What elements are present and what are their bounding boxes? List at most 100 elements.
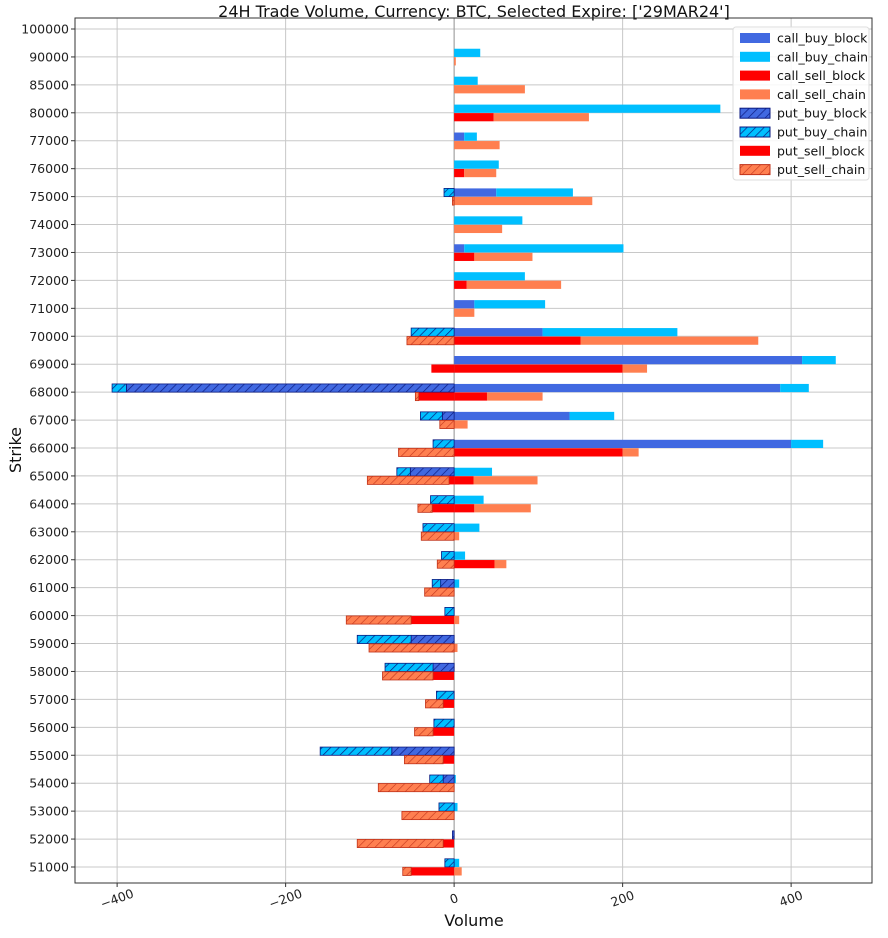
- y-tick-label: 67000: [29, 413, 69, 428]
- y-tick-label: 77000: [29, 133, 69, 148]
- bar-call-buy-chain: [542, 328, 678, 337]
- bar-call-sell-block: [454, 560, 495, 569]
- bar-hatch: [439, 420, 455, 429]
- bar-hatch: [410, 467, 455, 476]
- y-tick-label: 80000: [29, 105, 69, 120]
- bar-hatch: [401, 811, 455, 820]
- bar-call-sell-chain: [454, 141, 500, 150]
- bar-hatch: [385, 663, 434, 672]
- bar-hatch: [443, 775, 455, 784]
- legend-label: put_buy_block: [777, 106, 867, 121]
- legend-label: call_buy_block: [777, 31, 868, 46]
- bar-call-buy-block: [454, 411, 570, 421]
- plot-frame: [74, 17, 873, 884]
- bar-call-sell-chain: [454, 867, 462, 876]
- bar-call-buy-chain: [802, 356, 836, 365]
- bar-hatch: [378, 783, 455, 792]
- bar-hatch: [357, 839, 444, 848]
- bar-hatch: [442, 411, 455, 421]
- legend-label: call_buy_chain: [777, 49, 868, 64]
- bar-call-buy-chain: [454, 216, 523, 225]
- bar-put-sell-block: [443, 699, 455, 708]
- legend-label: call_sell_block: [777, 68, 866, 83]
- bar-call-buy-chain: [454, 160, 499, 169]
- legend-swatch-hatch: [740, 164, 770, 175]
- bar-call-sell-block: [454, 252, 475, 261]
- bar-hatch: [398, 448, 455, 457]
- x-tick-label: 0: [448, 890, 461, 907]
- bar-call-buy-block: [454, 439, 792, 448]
- bar-call-buy-chain: [780, 383, 809, 393]
- bar-put-sell-block: [443, 755, 455, 764]
- y-tick-label: 68000: [29, 385, 69, 400]
- bar-hatch: [414, 727, 434, 736]
- y-tick-label: 76000: [29, 161, 69, 176]
- bar-call-buy-block: [454, 328, 543, 337]
- y-tick-label: 60000: [29, 608, 69, 623]
- bar-call-buy-chain: [464, 132, 477, 141]
- bar-hatch: [382, 671, 434, 680]
- legend: call_buy_block call_buy_chain call_sell_bl…: [732, 26, 870, 181]
- bar-hatch: [438, 802, 455, 812]
- bar-put-sell-block: [449, 476, 455, 485]
- bar-hatch: [422, 523, 455, 532]
- bar-hatch: [436, 691, 455, 700]
- bar-hatch: [432, 579, 441, 588]
- bar-hatch: [417, 504, 433, 513]
- bar-hatch: [112, 383, 127, 393]
- bar-call-buy-chain: [454, 48, 481, 57]
- x-tick-label: 200: [609, 887, 637, 909]
- bar-hatch: [440, 579, 455, 588]
- bar-call-sell-chain: [454, 532, 460, 541]
- bar-hatch: [444, 607, 455, 616]
- y-tick-label: 66000: [29, 441, 69, 456]
- bar-call-sell-chain: [454, 420, 468, 429]
- bar-hatch: [415, 392, 419, 401]
- bar-call-buy-chain: [569, 411, 615, 421]
- legend-label: put_sell_block: [777, 143, 865, 158]
- bar-hatch: [367, 476, 450, 485]
- bar-call-buy-chain: [454, 495, 484, 504]
- bar-call-sell-block: [454, 448, 623, 457]
- bar-put-sell-block: [418, 392, 455, 401]
- y-tick-label: 70000: [29, 329, 69, 344]
- y-tick-label: 90000: [29, 49, 69, 64]
- legend-label: put_buy_chain: [777, 125, 867, 140]
- y-tick-label: 55000: [29, 748, 69, 763]
- bar-call-sell-block: [454, 168, 465, 178]
- y-tick-label: 75000: [29, 189, 69, 204]
- bar-put-sell-block: [411, 867, 455, 876]
- bar-call-buy-chain: [454, 76, 478, 85]
- bar-hatch: [433, 719, 455, 728]
- legend-swatch-hatch: [740, 108, 770, 119]
- bar-hatch: [441, 551, 455, 560]
- y-tick-label: 53000: [29, 804, 69, 819]
- bar-hatch: [406, 336, 455, 345]
- bar-call-buy-chain: [464, 244, 624, 253]
- bar-hatch: [411, 635, 455, 644]
- y-tick-label: 59000: [29, 636, 69, 651]
- bar-call-sell-chain: [493, 113, 589, 122]
- bar-hatch: [320, 747, 392, 756]
- bar-hatch: [430, 495, 455, 504]
- bar-hatch: [402, 867, 412, 876]
- bars: [111, 48, 836, 876]
- y-tick-labels: 100000 90000 85000 80000 77000 76000 75000 7400…: [21, 22, 75, 875]
- bar-call-buy-chain: [474, 300, 546, 309]
- legend-swatch: [740, 70, 770, 81]
- y-tick-label: 58000: [29, 664, 69, 679]
- bar-call-sell-chain: [454, 85, 525, 94]
- bar-call-sell-block: [454, 336, 581, 345]
- y-tick-label: 71000: [29, 301, 69, 316]
- bar-hatch: [425, 699, 444, 708]
- bar-hatch: [437, 560, 455, 569]
- bar-call-sell-chain: [466, 280, 562, 289]
- bar-call-sell-block: [454, 113, 494, 122]
- bar-call-buy-chain: [454, 802, 458, 812]
- y-tick-label: 100000: [21, 22, 69, 37]
- y-tick-label: 74000: [29, 217, 69, 232]
- y-axis-label: Strike: [6, 427, 25, 473]
- bar-call-sell-chain: [454, 643, 458, 653]
- bar-hatch: [444, 858, 455, 867]
